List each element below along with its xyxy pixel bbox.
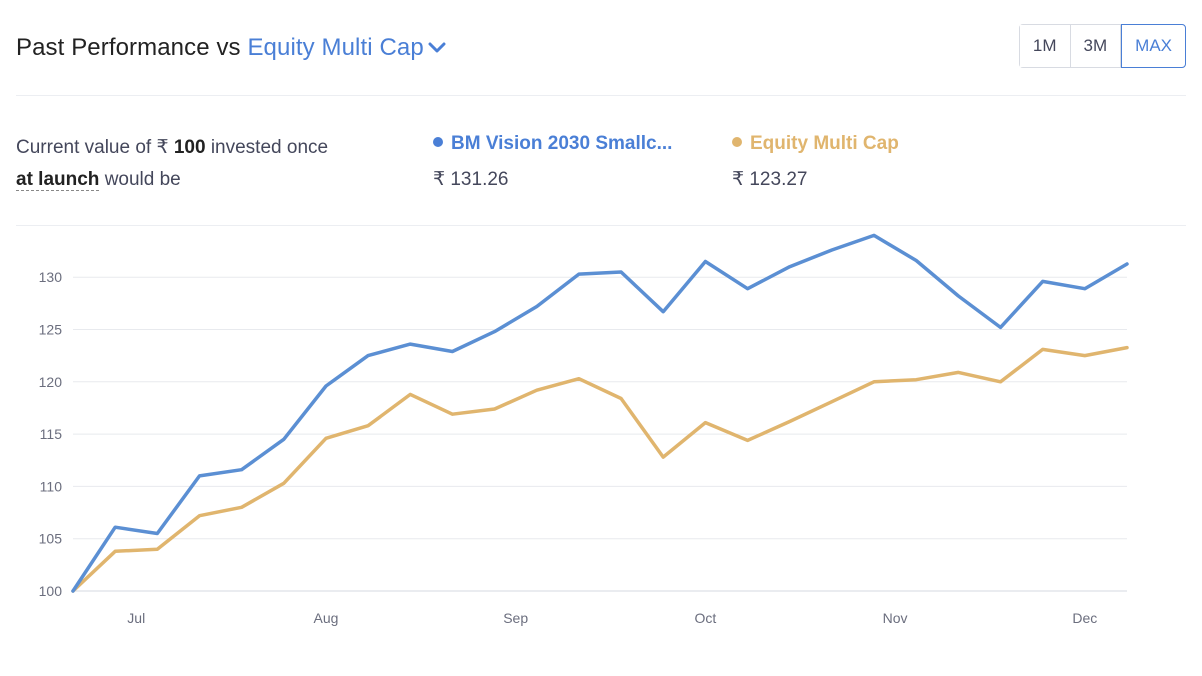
range-button-max[interactable]: MAX bbox=[1121, 24, 1186, 68]
header-divider bbox=[16, 95, 1186, 96]
y-tick-label: 125 bbox=[39, 322, 63, 338]
page-title: Past Performance vs Equity Multi Cap bbox=[16, 34, 446, 62]
range-button-1m[interactable]: 1M bbox=[1019, 25, 1071, 67]
at-launch-link[interactable]: at launch bbox=[16, 169, 100, 191]
y-tick-label: 130 bbox=[39, 269, 63, 285]
legend-dot-benchmark bbox=[732, 137, 742, 148]
legend-fund-name: BM Vision 2030 Smallc... bbox=[451, 133, 673, 154]
summary-line2-post: would be bbox=[104, 169, 181, 190]
title-prefix: Past Performance vs bbox=[16, 34, 241, 61]
compare-label[interactable]: Equity Multi Cap bbox=[247, 34, 424, 61]
x-tick-label: Jul bbox=[127, 610, 145, 626]
legend-dot-fund bbox=[433, 137, 443, 148]
invested-amount: 100 bbox=[173, 137, 206, 158]
y-tick-label: 115 bbox=[40, 426, 63, 442]
x-tick-label: Dec bbox=[1072, 610, 1097, 626]
summary-line1-pre: Current value of bbox=[16, 137, 152, 158]
y-tick-label: 120 bbox=[39, 374, 63, 390]
y-tick-label: 100 bbox=[39, 583, 63, 599]
x-tick-label: Aug bbox=[313, 610, 338, 626]
range-button-3m[interactable]: 3M bbox=[1070, 25, 1122, 67]
series-line-benchmark bbox=[71, 345, 1129, 593]
legend-benchmark: Equity Multi Cap ₹ 123.27 bbox=[732, 132, 899, 191]
series-line-fund bbox=[71, 233, 1129, 593]
chevron-down-icon[interactable] bbox=[428, 33, 446, 61]
legend-benchmark-value: ₹ 123.27 bbox=[732, 169, 808, 190]
header: Past Performance vs Equity Multi Cap 1M … bbox=[16, 24, 1186, 68]
range-selector: 1M 3M MAX bbox=[1018, 24, 1186, 68]
y-tick-label: 105 bbox=[39, 531, 63, 547]
x-tick-label: Oct bbox=[695, 610, 717, 626]
y-tick-label: 110 bbox=[40, 478, 63, 494]
legend-divider bbox=[16, 225, 1186, 226]
x-tick-label: Sep bbox=[503, 610, 528, 626]
compare-dropdown[interactable]: Equity Multi Cap bbox=[247, 33, 446, 61]
legend-fund: BM Vision 2030 Smallc... ₹ 131.26 bbox=[433, 132, 672, 191]
performance-chart[interactable]: 100 105 110 115 120 125 130 Jul Aug Sep Oct Nov Dec bbox=[0, 226, 1202, 646]
summary-line1-post: invested once bbox=[210, 137, 329, 158]
summary-text: Current value of ₹ 100 invested once at … bbox=[16, 132, 328, 196]
currency-symbol: ₹ bbox=[156, 137, 169, 158]
x-tick-label: Nov bbox=[883, 610, 908, 626]
legend-benchmark-name: Equity Multi Cap bbox=[750, 133, 899, 154]
legend-fund-value: ₹ 131.26 bbox=[433, 169, 509, 190]
